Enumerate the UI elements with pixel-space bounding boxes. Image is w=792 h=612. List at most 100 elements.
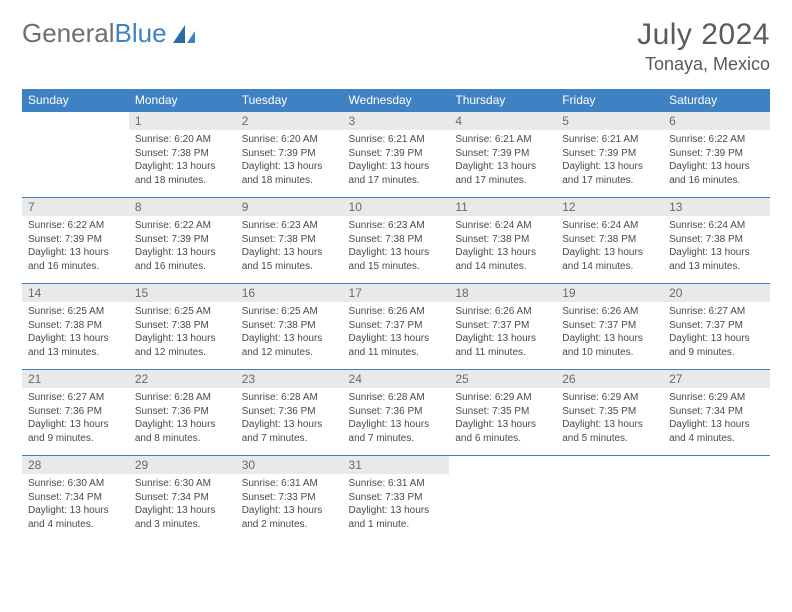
day-details: Sunrise: 6:31 AMSunset: 7:33 PMDaylight:… [236, 474, 343, 535]
day-details: Sunrise: 6:30 AMSunset: 7:34 PMDaylight:… [129, 474, 236, 535]
daylight-text: Daylight: 13 hours and 13 minutes. [28, 332, 123, 359]
calendar-day-cell: 19 Sunrise: 6:26 AMSunset: 7:37 PMDayligh… [556, 284, 663, 370]
calendar-day-cell: 28Sunrise: 6:30 AMSunset: 7:34 PMDayligh… [22, 456, 129, 542]
day-details: Sunrise: 6:23 AMSunset: 7:38 PMDaylight:… [343, 216, 450, 277]
sunset-text: Sunset: 7:39 PM [135, 233, 230, 247]
sunrise-text: Sunrise: 6:23 AM [242, 219, 337, 233]
brand-name: GeneralBlue [22, 18, 167, 49]
sunrise-text: Sunrise: 6:28 AM [242, 391, 337, 405]
day-details: Sunrise: 6:20 AMSunset: 7:39 PMDaylight:… [236, 130, 343, 191]
sunset-text: Sunset: 7:39 PM [669, 147, 764, 161]
day-number: 27 [663, 370, 770, 388]
brand-name-a: General [22, 18, 115, 48]
daylight-text: Daylight: 13 hours and 18 minutes. [242, 160, 337, 187]
calendar-day-cell: 26Sunrise: 6:29 AMSunset: 7:35 PMDayligh… [556, 370, 663, 456]
sunset-text: Sunset: 7:37 PM [562, 319, 657, 333]
weekday-header: Thursday [449, 89, 556, 112]
day-details: Sunrise: 6:24 AMSunset: 7:38 PMDaylight:… [449, 216, 556, 277]
sunset-text: Sunset: 7:38 PM [242, 233, 337, 247]
day-details: Sunrise: 6:22 AMSunset: 7:39 PMDaylight:… [129, 216, 236, 277]
daylight-text: Daylight: 13 hours and 14 minutes. [562, 246, 657, 273]
calendar-empty-cell [449, 456, 556, 542]
day-number: 4 [449, 112, 556, 130]
weekday-header: Saturday [663, 89, 770, 112]
day-details: Sunrise: 6:31 AMSunset: 7:33 PMDaylight:… [343, 474, 450, 535]
sunset-text: Sunset: 7:34 PM [135, 491, 230, 505]
calendar-body: 1Sunrise: 6:20 AMSunset: 7:38 PMDaylight… [22, 112, 770, 542]
daylight-text: Daylight: 13 hours and 8 minutes. [135, 418, 230, 445]
daylight-text: Daylight: 13 hours and 6 minutes. [455, 418, 550, 445]
sunrise-text: Sunrise: 6:26 AM [349, 305, 444, 319]
sunrise-text: Sunrise: 6:24 AM [669, 219, 764, 233]
day-number: 2 [236, 112, 343, 130]
calendar-day-cell: 12Sunrise: 6:24 AMSunset: 7:38 PMDayligh… [556, 198, 663, 284]
day-number: 19 [556, 284, 663, 302]
sunrise-text: Sunrise: 6:22 AM [135, 219, 230, 233]
sunrise-text: Sunrise: 6:28 AM [349, 391, 444, 405]
day-number: 14 [22, 284, 129, 302]
day-details: Sunrise: 6:26 AMSunset: 7:37 PMDaylight:… [343, 302, 450, 363]
calendar-day-cell: 16Sunrise: 6:25 AMSunset: 7:38 PMDayligh… [236, 284, 343, 370]
sunrise-text: Sunrise: 6:30 AM [135, 477, 230, 491]
day-details: Sunrise: 6:24 AMSunset: 7:38 PMDaylight:… [556, 216, 663, 277]
day-details: Sunrise: 6:25 AMSunset: 7:38 PMDaylight:… [129, 302, 236, 363]
sunrise-text: Sunrise: 6:24 AM [455, 219, 550, 233]
weekday-header: Wednesday [343, 89, 450, 112]
calendar-day-cell: 18Sunrise: 6:26 AMSunset: 7:37 PMDayligh… [449, 284, 556, 370]
sunrise-text: Sunrise: 6:22 AM [669, 133, 764, 147]
sunset-text: Sunset: 7:38 PM [455, 233, 550, 247]
day-number: 28 [22, 456, 129, 474]
brand-logo: GeneralBlue [22, 18, 197, 49]
daylight-text: Daylight: 13 hours and 2 minutes. [242, 504, 337, 531]
daylight-text: Daylight: 13 hours and 11 minutes. [455, 332, 550, 359]
header: GeneralBlue July 2024 Tonaya, Mexico [22, 18, 770, 75]
daylight-text: Daylight: 13 hours and 3 minutes. [135, 504, 230, 531]
sunrise-text: Sunrise: 6:20 AM [135, 133, 230, 147]
sunset-text: Sunset: 7:38 PM [135, 147, 230, 161]
brand-name-b: Blue [115, 18, 167, 48]
calendar-day-cell: 31Sunrise: 6:31 AMSunset: 7:33 PMDayligh… [343, 456, 450, 542]
sunset-text: Sunset: 7:36 PM [349, 405, 444, 419]
daylight-text: Daylight: 13 hours and 9 minutes. [28, 418, 123, 445]
day-number: 31 [343, 456, 450, 474]
sunset-text: Sunset: 7:38 PM [242, 319, 337, 333]
daylight-text: Daylight: 13 hours and 16 minutes. [669, 160, 764, 187]
day-details: Sunrise: 6:25 AMSunset: 7:38 PMDaylight:… [236, 302, 343, 363]
calendar-day-cell: 9Sunrise: 6:23 AMSunset: 7:38 PMDaylight… [236, 198, 343, 284]
sunset-text: Sunset: 7:37 PM [669, 319, 764, 333]
daylight-text: Daylight: 13 hours and 12 minutes. [135, 332, 230, 359]
sunrise-text: Sunrise: 6:21 AM [455, 133, 550, 147]
sunrise-text: Sunrise: 6:25 AM [28, 305, 123, 319]
brand-sail-icon [171, 23, 197, 45]
calendar-day-cell: 8Sunrise: 6:22 AMSunset: 7:39 PMDaylight… [129, 198, 236, 284]
calendar-day-cell: 20Sunrise: 6:27 AMSunset: 7:37 PMDayligh… [663, 284, 770, 370]
sunset-text: Sunset: 7:34 PM [669, 405, 764, 419]
calendar-day-cell: 27Sunrise: 6:29 AMSunset: 7:34 PMDayligh… [663, 370, 770, 456]
day-number: 6 [663, 112, 770, 130]
weekday-header: Friday [556, 89, 663, 112]
daylight-text: Daylight: 13 hours and 10 minutes. [562, 332, 657, 359]
daylight-text: Daylight: 13 hours and 7 minutes. [349, 418, 444, 445]
sunrise-text: Sunrise: 6:20 AM [242, 133, 337, 147]
daylight-text: Daylight: 13 hours and 11 minutes. [349, 332, 444, 359]
weekday-header: Tuesday [236, 89, 343, 112]
day-number: 26 [556, 370, 663, 388]
calendar-day-cell: 30Sunrise: 6:31 AMSunset: 7:33 PMDayligh… [236, 456, 343, 542]
sunrise-text: Sunrise: 6:26 AM [562, 305, 657, 319]
calendar-grid: Sunday Monday Tuesday Wednesday Thursday… [22, 89, 770, 542]
day-number: 5 [556, 112, 663, 130]
calendar-day-cell: 29Sunrise: 6:30 AMSunset: 7:34 PMDayligh… [129, 456, 236, 542]
calendar-day-cell: 4Sunrise: 6:21 AMSunset: 7:39 PMDaylight… [449, 112, 556, 198]
calendar-day-cell: 2Sunrise: 6:20 AMSunset: 7:39 PMDaylight… [236, 112, 343, 198]
daylight-text: Daylight: 13 hours and 16 minutes. [135, 246, 230, 273]
day-details: Sunrise: 6:30 AMSunset: 7:34 PMDaylight:… [22, 474, 129, 535]
day-number: 3 [343, 112, 450, 130]
sunset-text: Sunset: 7:39 PM [349, 147, 444, 161]
day-number: 7 [22, 198, 129, 216]
sunset-text: Sunset: 7:38 PM [135, 319, 230, 333]
sunrise-text: Sunrise: 6:25 AM [135, 305, 230, 319]
location-label: Tonaya, Mexico [637, 54, 770, 75]
day-number: 18 [449, 284, 556, 302]
sunrise-text: Sunrise: 6:30 AM [28, 477, 123, 491]
daylight-text: Daylight: 13 hours and 17 minutes. [455, 160, 550, 187]
